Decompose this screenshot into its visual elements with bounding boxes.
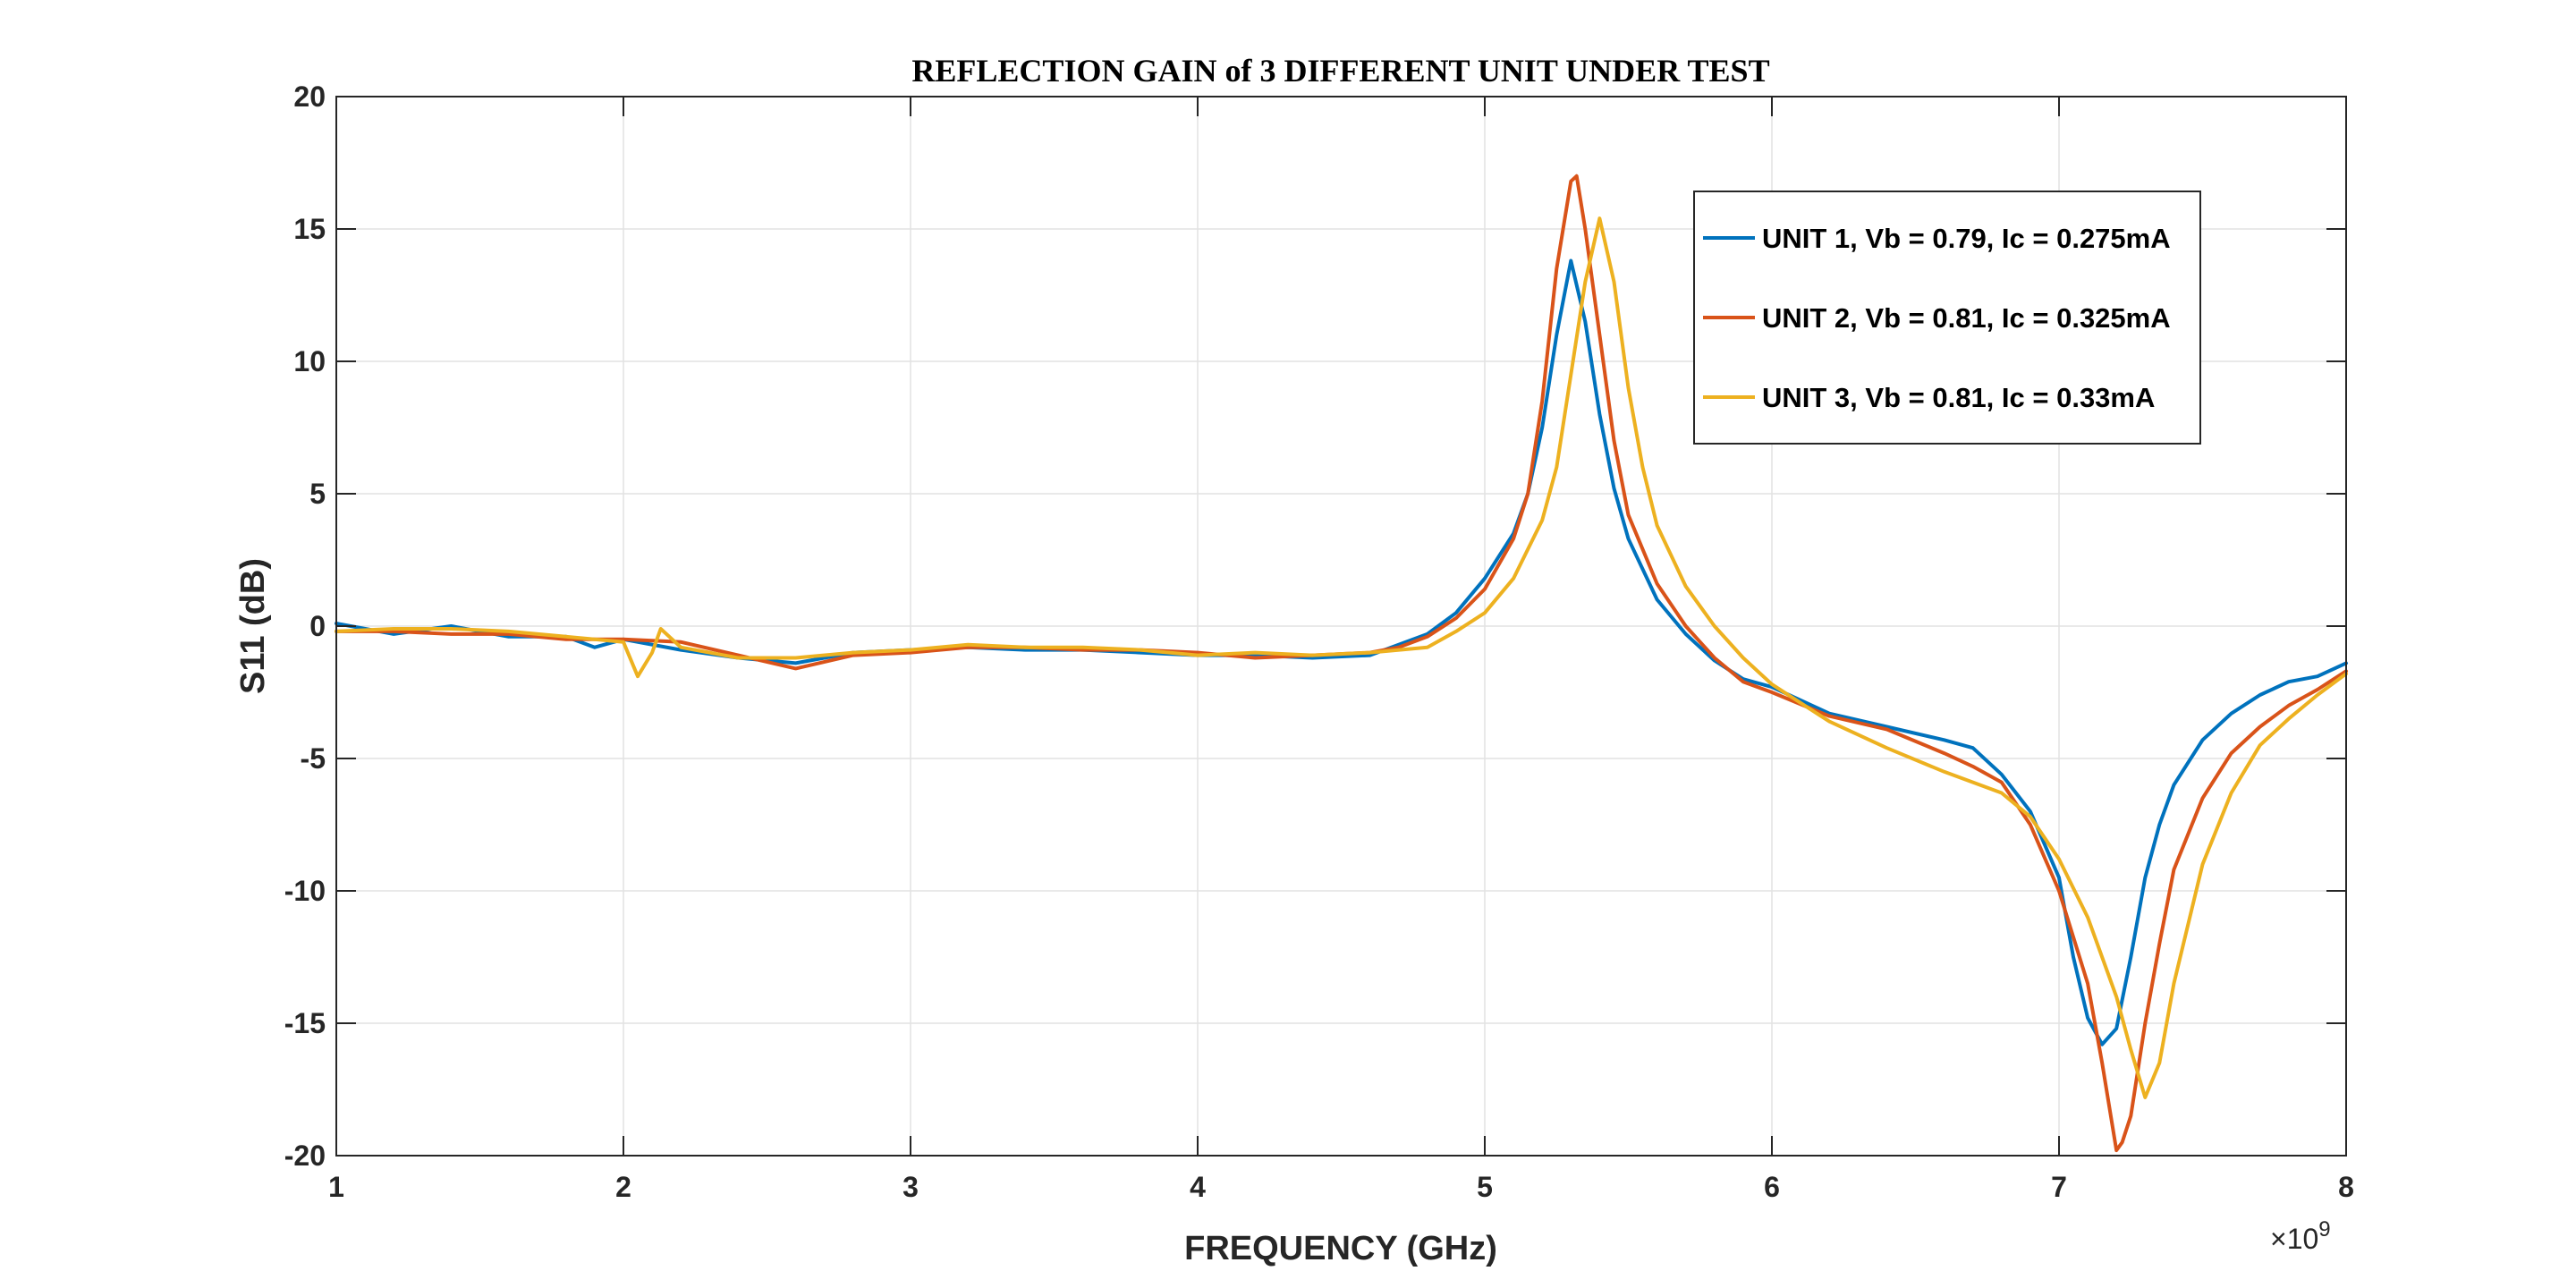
legend: UNIT 1, Vb = 0.79, Ic = 0.275mA UNIT 2, … <box>1693 191 2201 445</box>
series-line-unit-2 <box>335 174 2348 1153</box>
series-group <box>335 174 2348 1153</box>
y-tick-label: 0 <box>309 610 326 642</box>
y-tick-label: 15 <box>293 213 326 245</box>
y-tick-label: 20 <box>293 80 326 113</box>
y-tick-label: 10 <box>293 345 326 377</box>
x-tick-label: 1 <box>328 1171 344 1203</box>
y-tick-label: -15 <box>284 1007 326 1039</box>
y-tick-label: -5 <box>301 742 326 775</box>
x-tick-label: 2 <box>615 1171 631 1203</box>
x-tick-label: 7 <box>2051 1171 2067 1203</box>
y-tick-label: 5 <box>309 478 326 510</box>
legend-box <box>1693 191 2201 445</box>
x-axis-exponent: ×109 <box>2270 1217 2331 1255</box>
ticks <box>335 96 2347 1157</box>
x-tick-labels: 1 2 3 4 5 6 7 8 <box>328 1171 2354 1203</box>
x-tick-label: 6 <box>1764 1171 1780 1203</box>
x-axis-exponent-base: ×10 <box>2270 1223 2318 1255</box>
x-tick-label: 8 <box>2338 1171 2354 1203</box>
chart-title: REFLECTION GAIN of 3 DIFFERENT UNIT UNDE… <box>911 53 1769 89</box>
y-tick-labels: -20 -15 -10 -5 0 5 10 15 20 <box>284 80 326 1172</box>
series-line-unit-3 <box>335 216 2348 1099</box>
x-tick-label: 4 <box>1190 1171 1206 1203</box>
y-tick-label: -20 <box>284 1140 326 1172</box>
x-tick-label: 3 <box>902 1171 919 1203</box>
y-axis-title: S11 (dB) <box>234 558 272 694</box>
legend-label-unit-3: UNIT 3, Vb = 0.81, Ic = 0.33mA <box>1762 382 2155 413</box>
x-axis-title: FREQUENCY (GHz) <box>1184 1230 1497 1267</box>
y-tick-label: -10 <box>284 875 326 907</box>
legend-label-unit-1: UNIT 1, Vb = 0.79, Ic = 0.275mA <box>1762 223 2171 254</box>
x-axis-exponent-power: 9 <box>2318 1217 2330 1241</box>
legend-label-unit-2: UNIT 2, Vb = 0.81, Ic = 0.325mA <box>1762 302 2171 334</box>
x-tick-label: 5 <box>1477 1171 1493 1203</box>
